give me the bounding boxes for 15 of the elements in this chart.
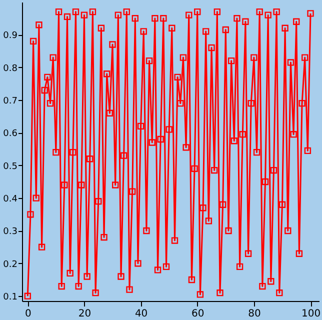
y-tick-label: 0.8 <box>3 64 18 74</box>
y-tick-label: 0.7 <box>3 96 18 107</box>
y-tick-label: 0.9 <box>3 31 18 42</box>
y-tick-label: 0.4 <box>3 194 18 205</box>
y-tick-label: 0.2 <box>3 260 18 270</box>
y-tick-label: 0.5 <box>3 162 18 172</box>
x-tick-label: 40 <box>134 308 148 320</box>
x-tick-label: 80 <box>248 308 261 320</box>
y-tick-label: 0.6 <box>3 129 18 140</box>
x-tick-label: 60 <box>192 308 204 320</box>
x-tick-label: 0 <box>24 308 32 320</box>
y-tick-label: 0.1 <box>3 292 18 303</box>
y-tick-label: 0.3 <box>3 227 18 238</box>
x-tick-label: 20 <box>78 308 92 320</box>
x-tick-label: 100 <box>301 308 321 320</box>
